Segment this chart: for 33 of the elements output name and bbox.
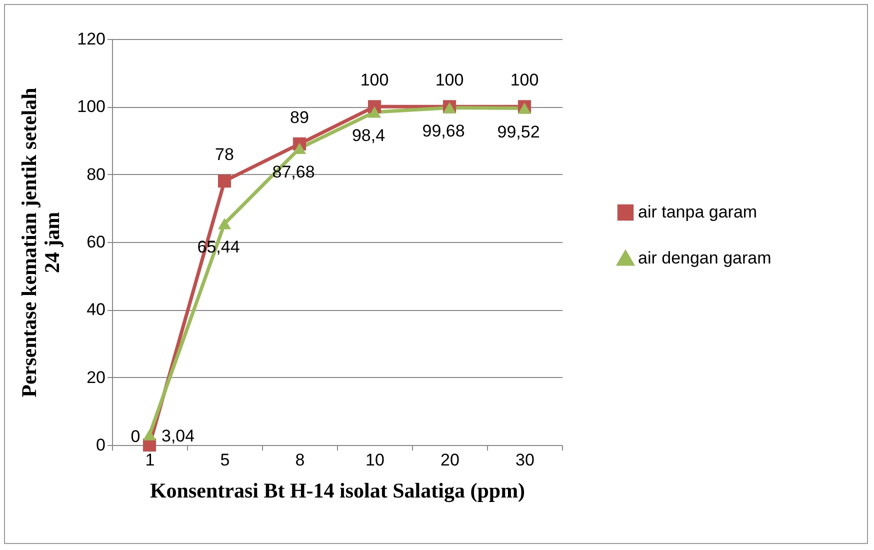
y-axis-title: Persentase kematian jentik setelah 24 jam xyxy=(17,87,64,398)
data-label: 100 xyxy=(360,70,389,90)
y-tick-label: 0 xyxy=(96,436,106,454)
x-tick-label: 20 xyxy=(440,450,460,470)
data-label: 3,04 xyxy=(162,426,195,446)
data-label: 98,4 xyxy=(352,126,386,146)
x-tick-label: 30 xyxy=(516,450,534,470)
legend-label: air tanpa garam xyxy=(638,202,758,222)
data-label: 0 xyxy=(130,427,140,446)
x-axis-title: Konsentrasi Bt H-14 isolat Salatiga (ppm) xyxy=(150,478,526,502)
legend-label: air dengan garam xyxy=(638,248,772,268)
y-tick-label: 120 xyxy=(77,30,106,48)
point xyxy=(292,142,306,154)
point xyxy=(218,174,232,188)
data-label: 100 xyxy=(510,70,539,90)
data-label: 99,68 xyxy=(422,122,465,141)
x-tick-label: 8 xyxy=(295,450,305,470)
y-tick-label: 80 xyxy=(86,164,106,184)
x-tick-label: 10 xyxy=(366,450,384,470)
y-tick-label: 100 xyxy=(77,97,106,116)
x-tick-label: 5 xyxy=(220,450,230,470)
y-tick-label: 20 xyxy=(86,368,106,387)
y-tick-label: 40 xyxy=(86,300,106,320)
x-tick-label: 1 xyxy=(145,450,155,470)
data-label: 100 xyxy=(435,70,464,90)
data-label: 78 xyxy=(215,145,234,164)
point xyxy=(142,429,156,440)
point xyxy=(518,102,532,114)
point xyxy=(368,106,382,118)
data-label: 99,52 xyxy=(497,122,540,142)
point xyxy=(218,218,232,230)
data-label: 89 xyxy=(290,108,309,127)
y-tick-label: 60 xyxy=(86,232,106,252)
